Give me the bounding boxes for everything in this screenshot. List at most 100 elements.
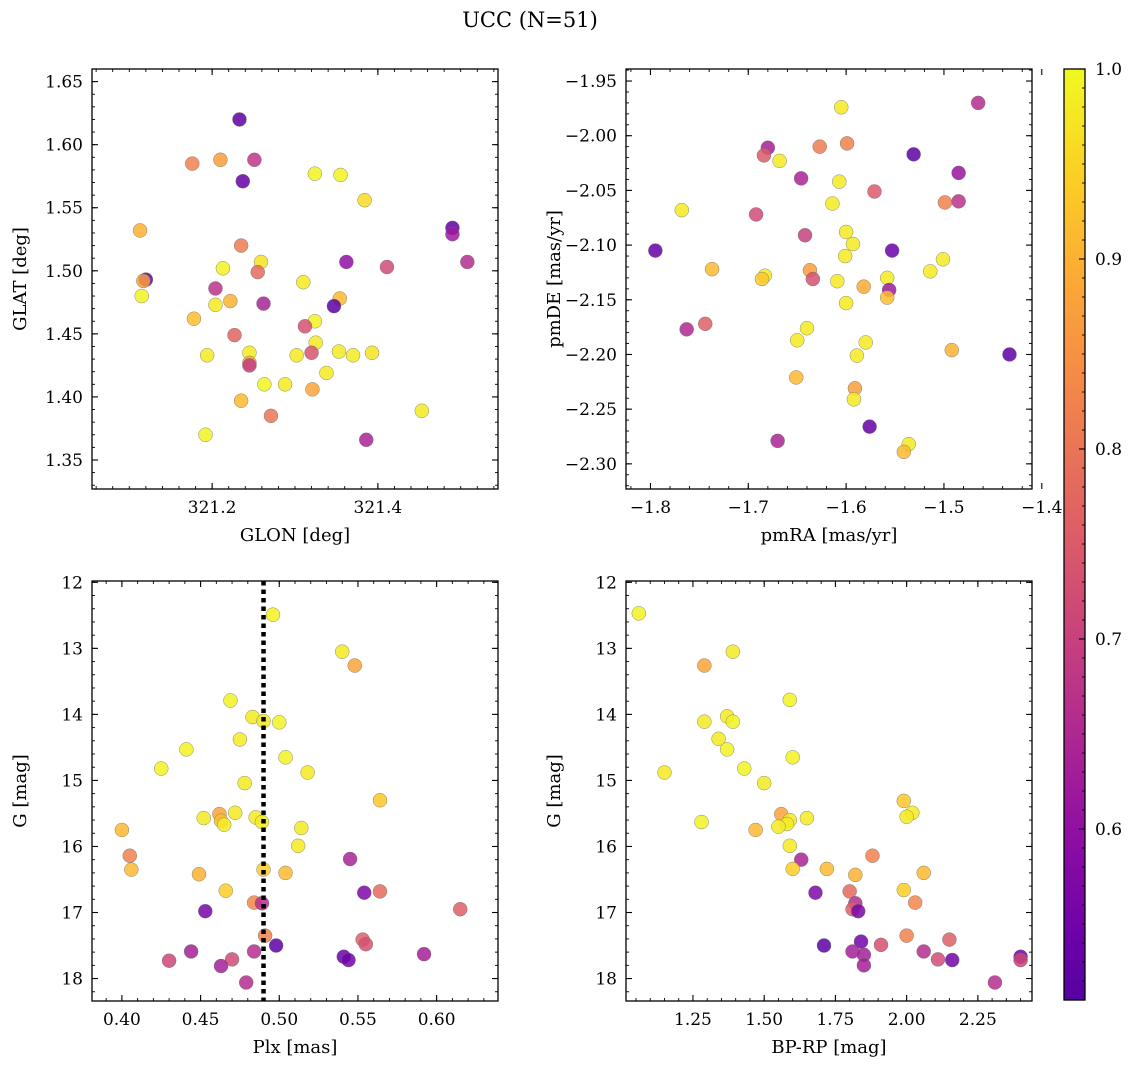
minor-ticks (626, 69, 1032, 489)
data-point (445, 227, 460, 242)
data-point (257, 377, 272, 392)
data-point (945, 952, 960, 968)
scatter-points (114, 581, 468, 1001)
y-axis-label: G [mag] (10, 754, 31, 827)
data-point (944, 342, 959, 358)
colorbar-gradient (1064, 69, 1085, 1000)
data-point (830, 273, 845, 289)
y-tick-label: 12 (595, 573, 617, 593)
data-point (364, 345, 380, 360)
y-tick-label: −2.25 (565, 400, 617, 420)
y-axis-label: G [mag] (544, 754, 565, 827)
data-point (183, 944, 199, 959)
data-point (124, 862, 139, 877)
plot-frame (625, 68, 1033, 490)
data-point (333, 167, 348, 183)
data-point (899, 809, 914, 824)
data-point (674, 202, 689, 218)
x-tick-label: 0.40 (103, 1010, 141, 1030)
data-point (848, 867, 863, 883)
y-tick-label: 16 (595, 837, 617, 857)
data-point (873, 937, 889, 953)
data-point (987, 975, 1003, 990)
data-point (154, 761, 169, 776)
data-point (233, 238, 249, 253)
data-point (631, 606, 647, 621)
data-point (335, 644, 350, 659)
data-point (782, 838, 798, 854)
data-point (834, 100, 849, 115)
data-point (851, 903, 866, 919)
data-point (865, 848, 880, 863)
data-point (862, 419, 877, 434)
data-point (246, 944, 262, 959)
data-point (856, 279, 871, 294)
data-point (250, 264, 265, 280)
data-point (797, 228, 813, 243)
data-point (358, 937, 374, 952)
data-point (719, 742, 735, 757)
data-point (239, 975, 254, 990)
y-tick-label: −2.15 (565, 291, 617, 311)
data-point (793, 171, 809, 186)
data-point (278, 865, 293, 881)
data-point (858, 335, 873, 350)
data-point (930, 952, 946, 967)
minor-ticks (626, 581, 1032, 1001)
data-point (132, 223, 148, 238)
data-point (233, 393, 249, 408)
data-point (277, 377, 293, 392)
data-point (884, 243, 900, 258)
data-point (216, 817, 232, 832)
data-point (179, 742, 194, 757)
data-point (357, 192, 372, 208)
data-point (223, 693, 238, 708)
data-point (816, 938, 832, 953)
data-point (223, 293, 238, 309)
data-point (289, 348, 304, 363)
data-point (845, 236, 861, 252)
y-axis-label: GLAT [deg] (10, 227, 31, 331)
data-point (185, 156, 200, 171)
x-tick-label: −1.5 (923, 498, 964, 518)
x-tick-label: 0.60 (418, 1010, 456, 1030)
data-point (697, 714, 712, 729)
data-point (379, 259, 395, 275)
data-point (711, 731, 726, 747)
data-point (307, 166, 323, 181)
colorbar-tick-label: 0.8 (1095, 440, 1122, 460)
data-point (372, 884, 388, 899)
data-point (771, 819, 786, 834)
panel-glon_glat: 321.2 321.4 1.35 1.40 1.45 1.50 1.55 1.60 1.65 GL… (10, 68, 499, 546)
x-tick-label: −1.7 (728, 498, 769, 518)
data-point (942, 932, 957, 947)
data-point (213, 152, 228, 168)
data-point (256, 296, 271, 311)
data-point (232, 732, 248, 747)
data-point (951, 165, 966, 181)
y-tick-label: −1.95 (565, 72, 617, 92)
x-tick-label: 1.75 (816, 1010, 854, 1030)
data-point (341, 952, 356, 968)
data-point (935, 252, 951, 267)
data-point (263, 408, 279, 424)
data-point (290, 838, 306, 854)
data-point (837, 248, 853, 264)
data-point (867, 184, 882, 199)
data-point (1013, 952, 1028, 968)
panel-plx_g: 0.40 0.45 0.50 0.55 0.60 12 13 14 15 16 17 18 Plx [m… (10, 573, 499, 1058)
colorbar-tick-label: 0.9 (1095, 250, 1122, 270)
x-tick-label: 2.00 (888, 1010, 926, 1030)
data-point (951, 194, 966, 209)
data-point (136, 273, 151, 289)
data-point (805, 271, 821, 287)
data-point (907, 895, 923, 910)
data-point (698, 316, 713, 332)
x-tick-label: 0.55 (339, 1010, 377, 1030)
data-point (839, 136, 855, 151)
y-tick-label: 18 (61, 970, 83, 990)
data-point (331, 344, 347, 359)
y-axis-label: pmDE [mas/yr] (544, 210, 565, 348)
data-point (808, 885, 823, 900)
data-point (799, 321, 815, 336)
